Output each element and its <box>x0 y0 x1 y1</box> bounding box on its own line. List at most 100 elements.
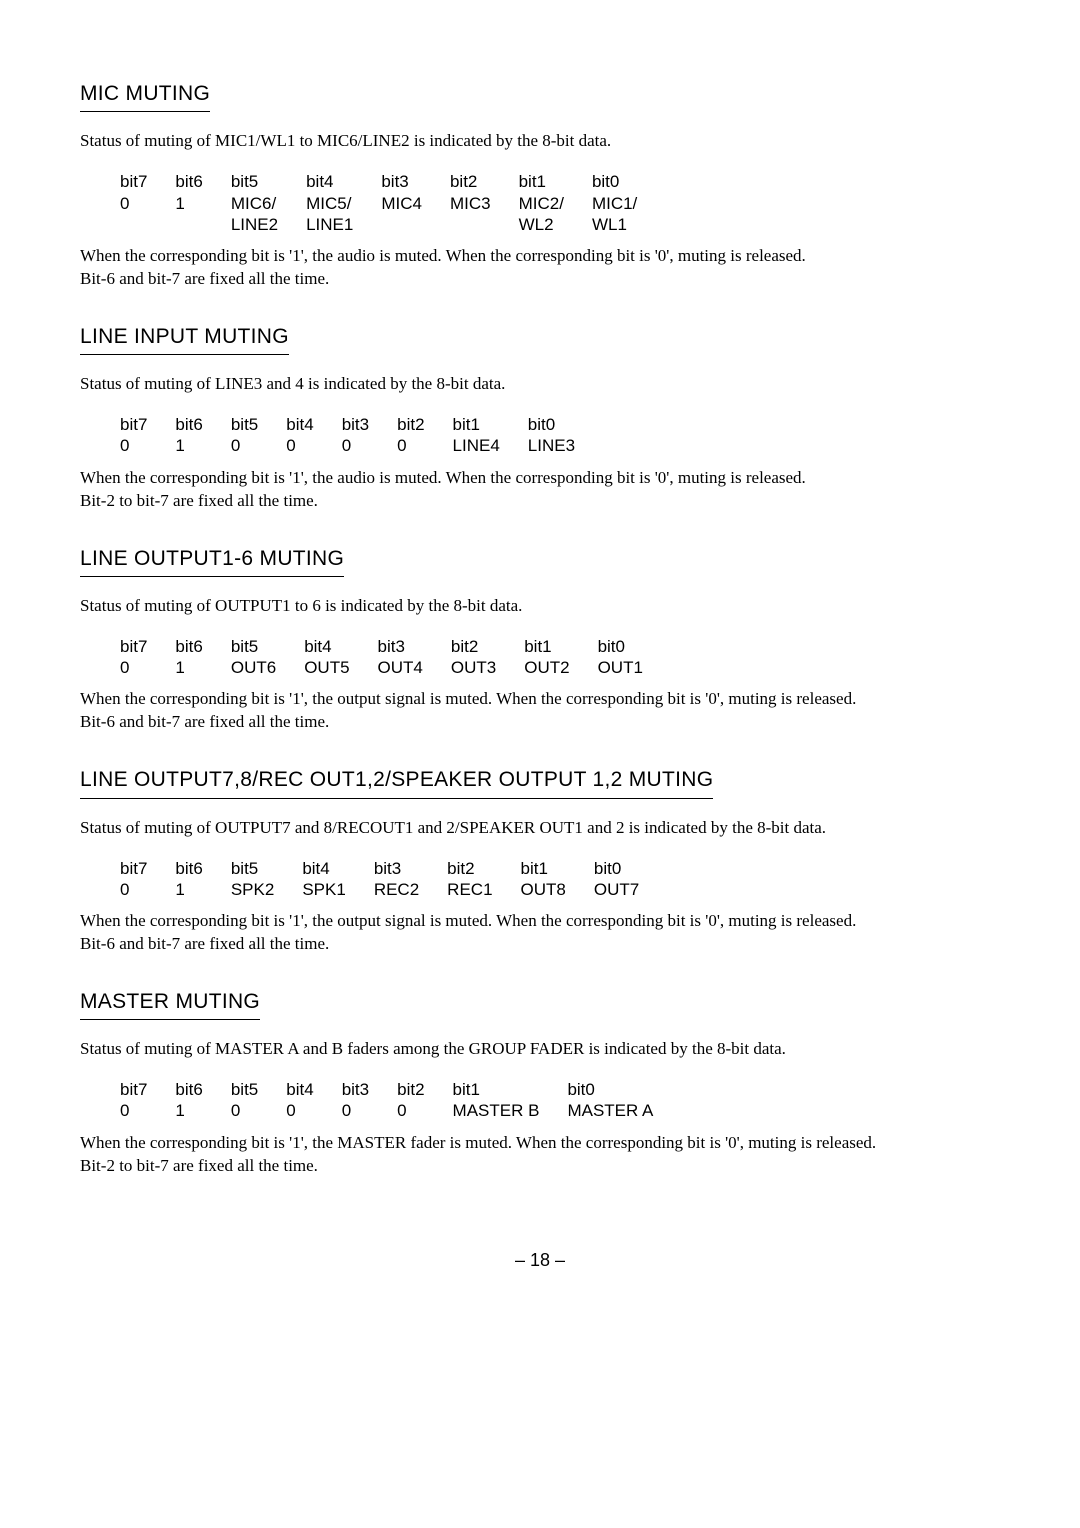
bit-cell: 0 <box>120 435 175 456</box>
bit-row: 0 1 OUT6 OUT5 OUT4 OUT3 OUT2 OUT1 <box>120 657 643 678</box>
bit-cell: 0 <box>397 1100 452 1121</box>
bit-header-row: bit7 bit6 bit5 bit4 bit3 bit2 bit1 bit0 <box>120 636 643 657</box>
closing-line: Bit-2 to bit-7 are fixed all the time. <box>80 1156 318 1175</box>
bit-header: bit1 <box>453 414 528 435</box>
bit-header: bit0 <box>567 1079 653 1100</box>
section-closing: When the corresponding bit is '1', the a… <box>80 467 1000 513</box>
bit-cell: 1 <box>175 193 230 214</box>
section-closing: When the corresponding bit is '1', the o… <box>80 688 1000 734</box>
bit-cell: 1 <box>175 879 230 900</box>
bit-cell: OUT8 <box>521 879 594 900</box>
closing-line: Bit-2 to bit-7 are fixed all the time. <box>80 491 318 510</box>
bit-table: bit7 bit6 bit5 bit4 bit3 bit2 bit1 bit0 … <box>120 636 643 679</box>
section-title: LINE INPUT MUTING <box>80 323 289 355</box>
section-line-output7-8-rec-spk-muting: LINE OUTPUT7,8/REC OUT1,2/SPEAKER OUTPUT… <box>80 766 1000 956</box>
section-closing: When the corresponding bit is '1', the M… <box>80 1132 1000 1178</box>
bit-cell: MASTER B <box>453 1100 568 1121</box>
bit-header: bit7 <box>120 414 175 435</box>
bit-header: bit2 <box>450 171 519 192</box>
bit-cell: OUT5 <box>304 657 377 678</box>
bit-cell: MIC6/ <box>231 193 306 214</box>
page-number: – 18 – <box>80 1248 1000 1272</box>
bit-header: bit1 <box>521 858 594 879</box>
bit-header: bit5 <box>231 414 286 435</box>
closing-line: When the corresponding bit is '1', the o… <box>80 911 856 930</box>
bit-table: bit7 bit6 bit5 bit4 bit3 bit2 bit1 bit0 … <box>120 1079 653 1122</box>
section-mic-muting: MIC MUTING Status of muting of MIC1/WL1 … <box>80 80 1000 291</box>
bit-cell: 0 <box>342 1100 397 1121</box>
bit-header: bit3 <box>378 636 451 657</box>
bit-cell <box>175 214 230 235</box>
bit-header: bit7 <box>120 636 175 657</box>
bit-header: bit5 <box>231 858 302 879</box>
bit-cell: MIC4 <box>381 193 450 214</box>
bit-row: 0 1 SPK2 SPK1 REC2 REC1 OUT8 OUT7 <box>120 879 639 900</box>
bit-header: bit4 <box>302 858 373 879</box>
section-description: Status of muting of OUTPUT1 to 6 is indi… <box>80 595 1000 618</box>
bit-header-row: bit7 bit6 bit5 bit4 bit3 bit2 bit1 bit0 <box>120 171 637 192</box>
bit-cell: 0 <box>120 193 175 214</box>
bit-cell: 0 <box>286 1100 341 1121</box>
bit-header: bit2 <box>451 636 524 657</box>
bit-header: bit5 <box>231 1079 286 1100</box>
bit-cell: 0 <box>231 435 286 456</box>
bit-header: bit6 <box>175 1079 230 1100</box>
bit-header: bit3 <box>381 171 450 192</box>
bit-cell: OUT2 <box>524 657 597 678</box>
bit-cell: OUT1 <box>598 657 643 678</box>
bit-header: bit2 <box>447 858 520 879</box>
bit-row: 0 1 0 0 0 0 MASTER B MASTER A <box>120 1100 653 1121</box>
bit-cell: MIC1/ <box>592 193 637 214</box>
bit-cell <box>450 214 519 235</box>
bit-cell <box>120 214 175 235</box>
bit-header: bit7 <box>120 1079 175 1100</box>
section-line-input-muting: LINE INPUT MUTING Status of muting of LI… <box>80 323 1000 513</box>
section-title: MIC MUTING <box>80 80 210 112</box>
bit-cell: WL2 <box>519 214 592 235</box>
closing-line: When the corresponding bit is '1', the o… <box>80 689 856 708</box>
section-closing: When the corresponding bit is '1', the a… <box>80 245 1000 291</box>
bit-cell <box>381 214 450 235</box>
bit-cell: 0 <box>120 879 175 900</box>
bit-cell: 0 <box>286 435 341 456</box>
bit-header: bit1 <box>524 636 597 657</box>
bit-cell: SPK2 <box>231 879 302 900</box>
bit-header: bit3 <box>342 414 397 435</box>
bit-row: 0 1 0 0 0 0 LINE4 LINE3 <box>120 435 575 456</box>
closing-line: When the corresponding bit is '1', the M… <box>80 1133 876 1152</box>
bit-cell: 1 <box>175 657 230 678</box>
bit-header: bit6 <box>175 414 230 435</box>
bit-cell: LINE3 <box>528 435 575 456</box>
closing-line: Bit-6 and bit-7 are fixed all the time. <box>80 269 329 288</box>
section-closing: When the corresponding bit is '1', the o… <box>80 910 1000 956</box>
bit-header: bit4 <box>286 414 341 435</box>
bit-header: bit2 <box>397 1079 452 1100</box>
bit-cell: MIC3 <box>450 193 519 214</box>
bit-header-row: bit7 bit6 bit5 bit4 bit3 bit2 bit1 bit0 <box>120 858 639 879</box>
bit-header: bit0 <box>598 636 643 657</box>
bit-header: bit6 <box>175 858 230 879</box>
bit-header-row: bit7 bit6 bit5 bit4 bit3 bit2 bit1 bit0 <box>120 414 575 435</box>
bit-cell: LINE4 <box>453 435 528 456</box>
section-description: Status of muting of MASTER A and B fader… <box>80 1038 1000 1061</box>
bit-cell: LINE2 <box>231 214 306 235</box>
section-title: MASTER MUTING <box>80 988 260 1020</box>
bit-cell: 1 <box>175 435 230 456</box>
bit-cell: 0 <box>120 1100 175 1121</box>
bit-cell: 0 <box>231 1100 286 1121</box>
bit-header: bit5 <box>231 171 306 192</box>
section-description: Status of muting of MIC1/WL1 to MIC6/LIN… <box>80 130 1000 153</box>
section-line-output1-6-muting: LINE OUTPUT1-6 MUTING Status of muting o… <box>80 545 1000 735</box>
bit-cell: WL1 <box>592 214 637 235</box>
bit-header: bit6 <box>175 636 230 657</box>
section-description: Status of muting of OUTPUT7 and 8/RECOUT… <box>80 817 1000 840</box>
bit-header: bit4 <box>306 171 381 192</box>
bit-cell: 0 <box>397 435 452 456</box>
bit-header: bit3 <box>374 858 447 879</box>
closing-line: When the corresponding bit is '1', the a… <box>80 246 806 265</box>
bit-cell: 0 <box>120 657 175 678</box>
closing-line: When the corresponding bit is '1', the a… <box>80 468 806 487</box>
bit-cell: OUT7 <box>594 879 639 900</box>
bit-header: bit4 <box>286 1079 341 1100</box>
bit-header: bit7 <box>120 171 175 192</box>
